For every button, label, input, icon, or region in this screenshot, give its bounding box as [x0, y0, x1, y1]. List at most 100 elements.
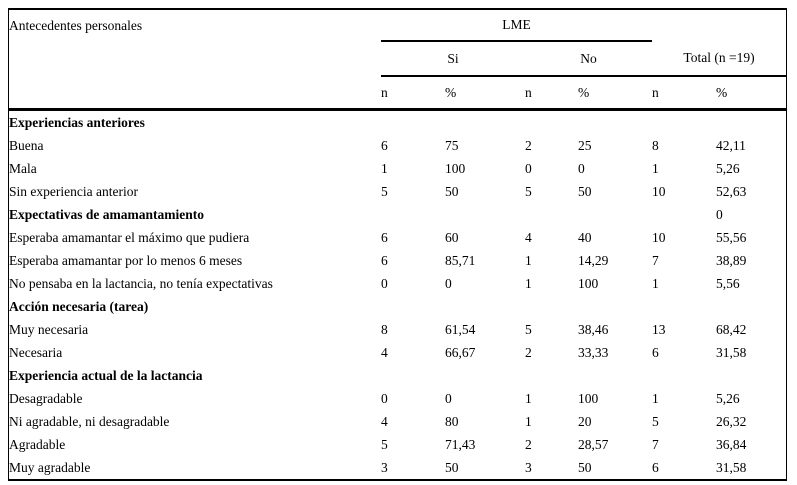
lme-group-header: LME	[381, 10, 652, 42]
cell-n-si	[381, 295, 445, 318]
cell-pct-no: 100	[578, 275, 599, 291]
table-row: Esperaba amamantar por lo menos 6 meses 6…	[9, 249, 786, 272]
header-row-subgroups: Si No Total (n =19)	[9, 41, 786, 77]
cell-pct-si: 60	[445, 229, 459, 245]
cell-pct-si	[445, 364, 525, 387]
table-row: Muy necesaria 8 61,54 5 38,46 13 68,42	[9, 318, 786, 341]
header-spacer	[9, 41, 381, 76]
cell-n-total: 10	[652, 229, 666, 245]
table-row: Necesaria 4 66,67 2 33,33 6 31,58	[9, 341, 786, 364]
cell-pct-si: 50	[445, 183, 459, 199]
table-row: Buena 6 75 2 25 8 42,11	[9, 134, 786, 157]
cell-n-total: 1	[652, 160, 659, 176]
statistics-table: Antecedentes personales LME Si No Total …	[9, 10, 786, 479]
cell-n-si	[381, 203, 445, 226]
header-row-measures: n % n % n %	[9, 76, 786, 111]
cell-n-total: 6	[652, 344, 659, 360]
cell-pct-total: 42,11	[716, 137, 746, 153]
section-title: Experiencias anteriores	[9, 114, 145, 130]
cell-pct-si: 80	[445, 413, 459, 429]
section-header-row: Expectativas de amamantamiento 0	[9, 203, 786, 226]
row-label: No pensaba en la lactancia, no tenía exp…	[9, 275, 273, 291]
cell-pct-no: 28,57	[578, 436, 609, 452]
table-row: Mala 1 100 0 0 1 5,26	[9, 157, 786, 180]
table-body: Experiencias anteriores Buena 6 75 2 25 8 42,11…	[9, 110, 786, 480]
cell-n-si: 6	[381, 229, 388, 245]
table-row: Muy agradable 3 50 3 50 6 31,58	[9, 456, 786, 479]
cell-pct-no: 14,29	[578, 252, 609, 268]
cell-pct-si: 50	[445, 459, 459, 475]
cell-pct-no: 0	[578, 160, 585, 176]
table-row: Esperaba amamantar el máximo que pudiera…	[9, 226, 786, 249]
cell-pct-total: 5,56	[716, 275, 740, 291]
cell-pct-si: 0	[445, 390, 452, 406]
cell-n-no: 1	[525, 390, 532, 406]
section-header-row: Experiencia actual de la lactancia	[9, 364, 786, 387]
cell-pct-total: 5,26	[716, 160, 740, 176]
table-row: Sin experiencia anterior 5 50 5 50 10 52,63	[9, 180, 786, 203]
cell-pct-si: 100	[445, 160, 466, 176]
cell-n-total: 7	[652, 436, 659, 452]
table-row: Agradable 5 71,43 2 28,57 7 36,84	[9, 433, 786, 456]
cell-n-si: 3	[381, 459, 388, 475]
cell-pct-si: 85,71	[445, 252, 476, 268]
cell-pct-si	[445, 203, 525, 226]
row-label: Desagradable	[9, 390, 83, 406]
row-label: Mala	[9, 160, 37, 176]
cell-n-no	[525, 110, 578, 135]
cell-pct-no: 100	[578, 390, 599, 406]
cell-n-no: 3	[525, 459, 532, 475]
cell-n-total: 8	[652, 137, 659, 153]
row-label: Sin experiencia anterior	[9, 183, 138, 199]
table-frame: Antecedentes personales LME Si No Total …	[8, 8, 787, 481]
row-label: Esperaba amamantar el máximo que pudiera	[9, 229, 250, 245]
cell-pct-no: 50	[578, 459, 592, 475]
pct-no-header: %	[578, 76, 652, 111]
no-column-header: No	[525, 41, 652, 77]
cell-pct-total	[716, 110, 786, 135]
cell-pct-total: 36,84	[716, 436, 747, 452]
cell-n-si	[381, 110, 445, 135]
si-column-header: Si	[381, 41, 525, 77]
cell-n-no	[525, 295, 578, 318]
n-no-header: n	[525, 76, 578, 111]
cell-pct-no: 25	[578, 137, 592, 153]
cell-pct-no	[578, 110, 652, 135]
cell-n-total: 1	[652, 275, 659, 291]
cell-pct-si: 75	[445, 137, 459, 153]
cell-n-si: 6	[381, 137, 388, 153]
cell-pct-total	[716, 364, 786, 387]
cell-n-si: 0	[381, 275, 388, 291]
cell-pct-total: 68,42	[716, 321, 747, 337]
cell-pct-total: 52,63	[716, 183, 747, 199]
cell-pct-no	[578, 364, 652, 387]
cell-n-total	[652, 110, 716, 135]
cell-n-no: 0	[525, 160, 532, 176]
row-label: Esperaba amamantar por lo menos 6 meses	[9, 252, 243, 268]
cell-pct-si	[445, 295, 525, 318]
cell-pct-si: 66,67	[445, 344, 476, 360]
cell-pct-no: 50	[578, 183, 592, 199]
row-label: Muy necesaria	[9, 321, 89, 337]
cell-n-no	[525, 203, 578, 226]
cell-n-no: 1	[525, 413, 532, 429]
cell-pct-total: 38,89	[716, 252, 747, 268]
cell-pct-no: 20	[578, 413, 592, 429]
total-column-header: Total (n =19)	[652, 41, 786, 77]
cell-n-no: 2	[525, 344, 532, 360]
row-label-header: Antecedentes personales	[9, 17, 143, 33]
row-label: Ni agradable, ni desagradable	[9, 413, 170, 429]
n-total-header: n	[652, 76, 716, 111]
cell-n-si: 8	[381, 321, 388, 337]
cell-n-total: 6	[652, 459, 659, 475]
cell-n-si: 5	[381, 183, 388, 199]
cell-n-no: 1	[525, 252, 532, 268]
cell-pct-total: 26,32	[716, 413, 747, 429]
cell-pct-si: 0	[445, 275, 452, 291]
cell-n-no: 2	[525, 436, 532, 452]
n-si-header: n	[381, 76, 445, 111]
cell-pct-si: 71,43	[445, 436, 476, 452]
cell-n-total	[652, 364, 716, 387]
cell-pct-si: 61,54	[445, 321, 476, 337]
